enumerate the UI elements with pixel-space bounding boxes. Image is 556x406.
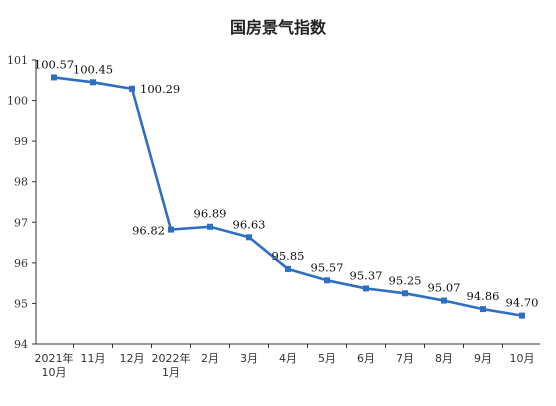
x-tick-label: 2021年 (35, 351, 74, 365)
y-tick-label: 95 (14, 297, 28, 310)
data-point (207, 223, 213, 230)
x-tick-label: 3月 (240, 352, 258, 365)
x-tick-label: 1月 (162, 366, 180, 379)
x-tick-label: 4月 (279, 352, 297, 365)
data-label: 100.45 (73, 62, 113, 76)
x-tick-label: 8月 (435, 352, 453, 365)
data-point (441, 297, 447, 304)
y-tick-label: 101 (7, 54, 28, 67)
data-label: 94.86 (467, 289, 500, 303)
x-tick-label: 5月 (318, 352, 336, 365)
data-label: 95.57 (311, 260, 344, 274)
x-tick-label: 6月 (357, 352, 375, 365)
data-label: 94.70 (506, 296, 539, 310)
data-label: 95.07 (428, 281, 461, 295)
x-tick-label: 2月 (201, 352, 219, 365)
x-tick-label: 9月 (474, 352, 492, 365)
x-tick-label: 2022年 (152, 351, 191, 365)
y-tick-label: 94 (14, 338, 28, 351)
y-tick-label: 97 (14, 216, 28, 229)
data-point (246, 234, 252, 241)
data-point (519, 312, 525, 319)
data-label: 100.57 (34, 57, 74, 71)
x-tick-label: 10月 (42, 366, 67, 379)
data-label: 100.29 (140, 82, 180, 96)
data-points (51, 74, 525, 319)
data-label: 95.37 (350, 268, 383, 282)
data-point (402, 290, 408, 297)
data-label: 96.63 (233, 217, 266, 231)
y-tick-label: 99 (14, 135, 28, 148)
data-point (324, 277, 330, 284)
data-point (480, 306, 486, 313)
y-tick-label: 100 (7, 95, 28, 108)
data-point (363, 285, 369, 292)
data-point (168, 226, 174, 233)
data-point (90, 79, 96, 86)
x-tick-label: 10月 (510, 352, 535, 365)
data-label: 95.25 (389, 273, 422, 287)
data-point (129, 85, 135, 92)
data-label: 96.89 (194, 207, 227, 221)
data-point (285, 265, 291, 272)
data-label: 96.82 (132, 224, 165, 238)
y-tick-label: 98 (14, 176, 28, 189)
data-label: 95.85 (272, 249, 305, 263)
data-point (51, 74, 57, 81)
x-tick-label: 12月 (120, 352, 145, 365)
chart-title: 国房景气指数 (229, 18, 326, 37)
y-tick-label: 96 (14, 257, 28, 270)
x-tick-label: 11月 (81, 352, 106, 365)
x-tick-label: 7月 (396, 352, 414, 365)
